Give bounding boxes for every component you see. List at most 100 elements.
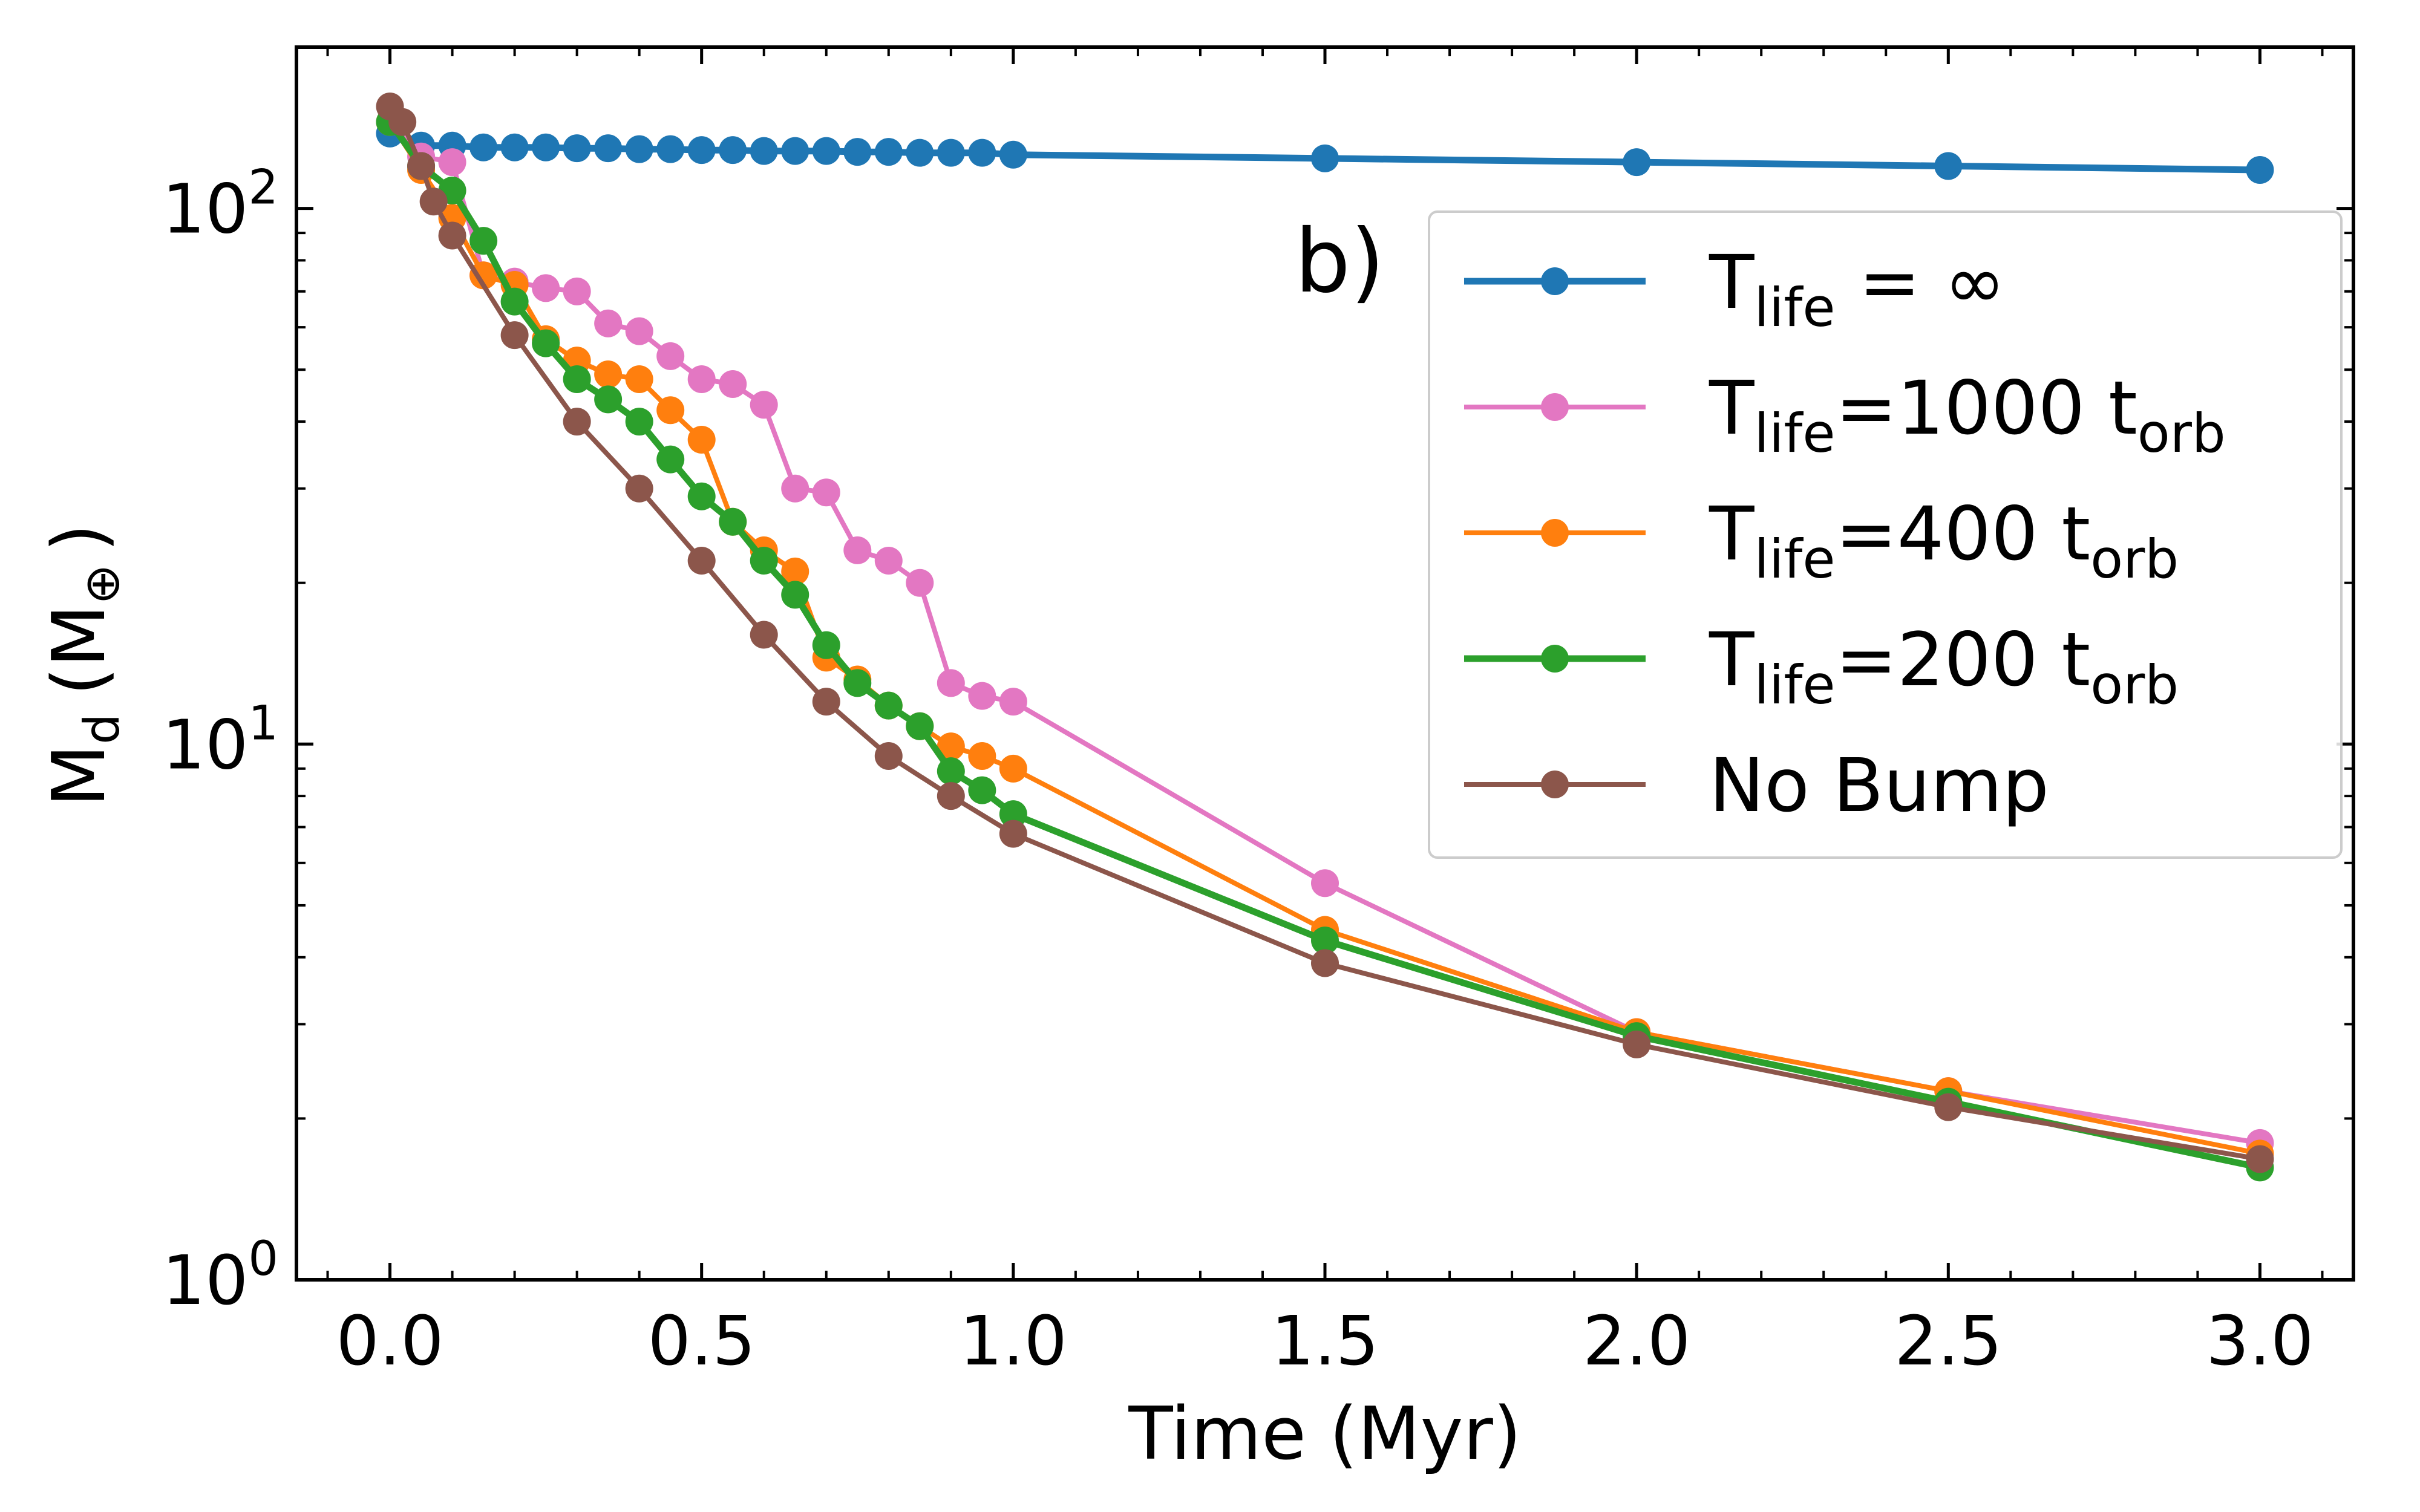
data-point [469,261,498,290]
y-tick-label: 101 [162,696,278,784]
data-point [1623,148,1651,177]
data-point [388,108,417,136]
data-point [500,287,529,316]
data-point [1311,869,1339,898]
data-point [906,569,934,597]
data-point [469,227,498,255]
legend: Tlife = ∞ Tlife=1000 torb Tlife=400 torb Tl… [1428,210,2343,859]
data-point [419,187,448,216]
data-point [1623,1030,1651,1058]
data-point [812,688,840,716]
data-point [812,478,840,507]
data-point [781,474,809,503]
data-point [438,221,466,250]
data-point [594,360,623,389]
data-point [2246,1145,2274,1173]
x-tick-label: 3.0 [2206,1302,2314,1381]
data-point [407,152,436,180]
data-point [1934,152,1963,180]
data-point [750,547,778,575]
data-point [1311,926,1339,954]
data-point [968,742,996,771]
legend-entry-2: Tlife=1000 torb [1464,365,2226,464]
data-point [874,742,903,771]
y-tick-label: 102 [162,161,278,249]
data-point [906,138,934,167]
data-point [594,134,623,163]
legend-entry-3: Tlife=400 torb [1464,491,2179,590]
tick-labels: 0.0 0.5 1.0 1.5 2.0 2.5 3.0 100 101 102 [162,161,2314,1381]
plot-frame [295,45,2355,1282]
y-tick-label: 100 [162,1232,278,1320]
data-point [937,669,965,697]
data-point [1311,949,1339,977]
data-point [594,309,623,337]
data-point [999,800,1027,829]
data-point [563,365,591,393]
data-point [563,134,591,163]
data-point [750,137,778,165]
data-point [532,274,560,302]
data-point [781,137,809,165]
data-point [999,820,1027,848]
data-point [906,712,934,740]
data-point [625,317,653,345]
legend-marker [1541,645,1569,673]
data-point [750,621,778,649]
data-point [874,691,903,720]
data-point [625,365,653,393]
panel-annotation: b) [1295,210,1385,313]
data-point [968,138,996,167]
data-point [563,408,591,436]
data-point [874,138,903,166]
data-point [843,669,872,697]
data-point [843,536,872,564]
data-point [968,776,996,804]
x-tick-label: 1.5 [1271,1302,1379,1381]
series-5 [376,93,2274,1173]
data-point [781,581,809,609]
data-point [1311,144,1339,172]
series-layer [376,93,2274,1182]
data-point [687,136,716,165]
data-point [999,754,1027,783]
x-tick-label: 0.0 [336,1302,443,1381]
legend-label: No Bump [1709,743,2049,829]
data-point [563,277,591,305]
data-point [1934,1093,1963,1121]
svg-text:Md(M⊕): Md(M⊕) [38,524,130,807]
data-point [937,732,965,761]
legend-marker [1541,519,1569,547]
data-point [999,140,1027,169]
legend-box [1428,210,2343,859]
data-point [532,133,560,161]
data-point [968,682,996,710]
data-point [656,342,685,370]
legend-entry-5: No Bump [1464,743,2049,829]
data-point [937,757,965,786]
data-point [2246,155,2274,184]
data-point [594,385,623,414]
data-point [812,137,840,165]
data-point [438,148,466,177]
data-point [625,474,653,503]
x-axis-title: Time (Myr) [1128,1392,1521,1476]
y-axis-title: Md(M⊕) [38,524,130,807]
legend-entry-1: Tlife = ∞ [1464,240,2006,339]
series-1 [376,119,2274,184]
data-point [937,782,965,810]
data-point [687,426,716,454]
legend-marker [1541,267,1569,295]
x-tick-label: 2.0 [1583,1302,1690,1381]
data-point [687,547,716,575]
legend-marker [1541,393,1569,421]
data-point [719,507,747,536]
data-point [687,482,716,510]
data-point [750,391,778,419]
legend-label: Tlife=1000 torb [1709,365,2226,464]
x-tick-label: 0.5 [648,1302,756,1381]
x-tick-label: 2.5 [1894,1302,2002,1381]
data-point [656,135,685,163]
legend-label: Tlife=200 torb [1709,617,2179,716]
